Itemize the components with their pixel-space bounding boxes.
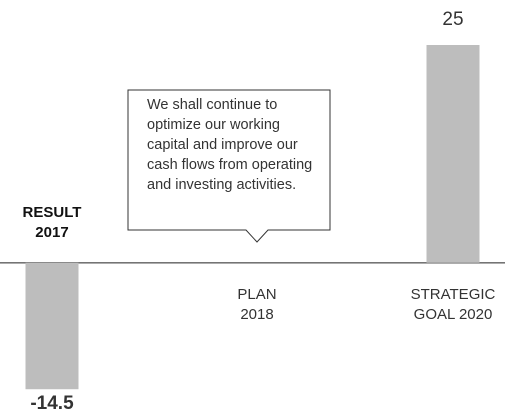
value-label: -14.5 — [30, 393, 74, 415]
x-tick-label: STRATEGIC GOAL 2020 — [410, 285, 496, 323]
x-tick-label: PLAN 2018 — [237, 285, 277, 323]
bar — [426, 45, 480, 263]
callout-box — [127, 89, 331, 243]
bar — [25, 262, 79, 390]
annotation: We shall continue to optimize our workin… — [147, 97, 313, 193]
x-tick-label: RESULT 2017 — [22, 203, 82, 241]
value-label: 25 — [442, 9, 464, 30]
